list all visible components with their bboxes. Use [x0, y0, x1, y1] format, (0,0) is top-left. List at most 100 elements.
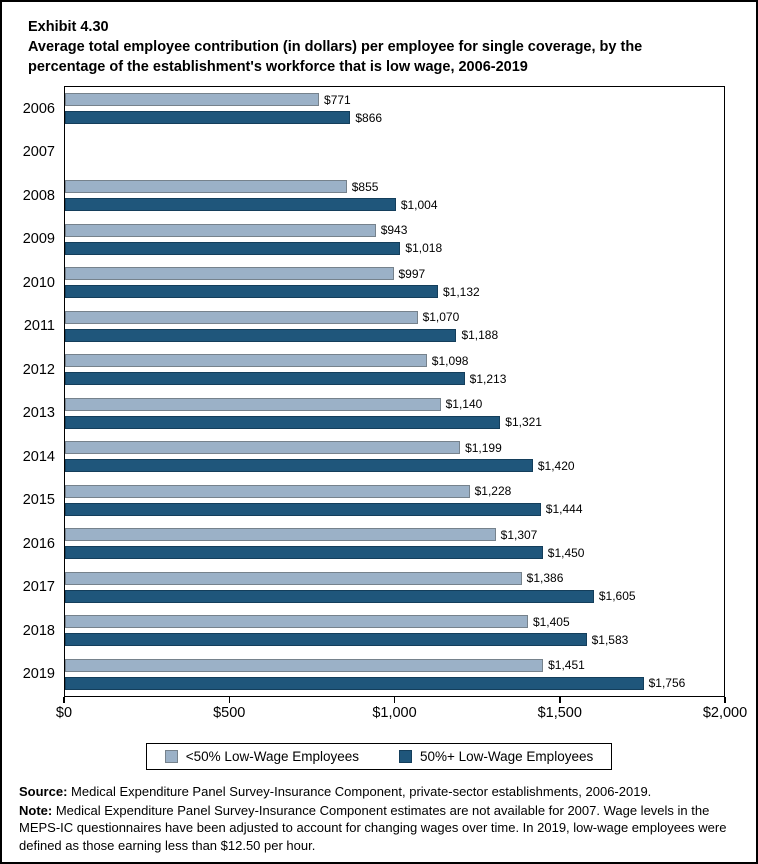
bar-line	[65, 137, 724, 150]
y-axis-label-2016: 2016	[22, 535, 55, 552]
bar-50plus-2014	[65, 459, 533, 473]
bar-50plus-2009	[65, 241, 401, 255]
bar-under50-2008	[65, 180, 347, 194]
bar-line: $1,451	[65, 658, 724, 672]
bar-50plus-2008	[65, 198, 396, 212]
x-axis-tick-label: $1,000	[372, 705, 417, 721]
bar-line: $1,098	[65, 353, 724, 368]
bar-value-label: $1,098	[431, 353, 469, 368]
bar-line: $1,605	[65, 589, 724, 604]
bar-line: $1,420	[65, 458, 724, 473]
bar-value-label: $866	[355, 110, 383, 125]
y-axis-label-2010: 2010	[22, 274, 55, 291]
bar-under50-2010	[65, 267, 394, 281]
bar-under50-2015	[65, 484, 470, 498]
legend-label-under50: <50% Low-Wage Employees	[185, 749, 359, 764]
bar-value-label: $1,070	[422, 310, 460, 325]
bar-line: $1,140	[65, 397, 724, 412]
bar-value-label: $1,405	[532, 614, 570, 629]
bar-50plus-2017	[65, 589, 594, 603]
bar-value-label: $1,188	[461, 328, 499, 343]
bar-under50-2012	[65, 354, 427, 368]
year-row-2017: 2017 $1,386 $1,605	[23, 566, 724, 610]
year-row-2013: 2013 $1,140 $1,321	[23, 392, 724, 436]
bar-line: $771	[65, 92, 724, 107]
year-row-2006: 2006 $771 $866	[23, 87, 724, 131]
legend-swatch-under50-icon	[164, 750, 178, 763]
bar-value-label: $1,321	[505, 415, 542, 430]
bar-line: $1,188	[65, 328, 724, 343]
bar-value-label: $1,018	[405, 241, 443, 256]
bar-50plus-2011	[65, 328, 457, 342]
footer-notes: Source: Medical Expenditure Panel Survey…	[19, 783, 740, 854]
y-axis-label-2017: 2017	[22, 579, 55, 596]
bar-value-label: $1,420	[537, 458, 575, 473]
bar-line: $1,444	[65, 502, 724, 516]
bar-line: $1,228	[65, 484, 724, 499]
bar-50plus-2006	[65, 111, 351, 125]
year-row-2018: 2018 $1,405 $1,583	[23, 609, 724, 653]
bar-value-label: $1,450	[547, 545, 585, 560]
bar-value-label: $855	[351, 179, 379, 194]
bar-value-label: $1,386	[526, 571, 564, 586]
bar-50plus-2015	[65, 502, 541, 516]
bar-50plus-2019	[65, 676, 644, 690]
bar-line: $866	[65, 110, 724, 125]
y-axis-label-2008: 2008	[22, 187, 55, 204]
y-axis-label-2007: 2007	[22, 144, 55, 161]
legend-item-50plus: 50%+ Low-Wage Employees	[399, 749, 593, 764]
bar-value-label: $1,004	[400, 197, 438, 212]
chart-title-line-1: Average total employee contribution (in …	[28, 39, 643, 55]
note-label: Note:	[19, 802, 53, 818]
bar-under50-2016	[65, 528, 496, 542]
year-row-2015: 2015 $1,228 $1,444	[23, 479, 724, 523]
x-axis-tick	[228, 697, 230, 703]
legend-label-50plus: 50%+ Low-Wage Employees	[420, 749, 594, 764]
bar-value-label: $771	[324, 92, 351, 107]
bar-under50-2014	[65, 441, 461, 455]
x-axis-tick-label: $2,000	[702, 705, 748, 721]
bar-line: $855	[65, 179, 724, 194]
bar-under50-2018	[65, 615, 528, 629]
year-row-2010: 2010 $997 $1,132	[23, 261, 724, 305]
bar-line: $1,321	[65, 415, 724, 430]
plot-area: 2006 $771 $866 2007 2008 $855 $1,004 2009 $943 $1…	[23, 86, 725, 697]
bar-value-label: $1,307	[500, 527, 538, 542]
bar-line: $1,199	[65, 440, 724, 455]
x-axis: $0 $500 $1,000 $1,500 $2,000	[56, 697, 747, 727]
bar-under50-2019	[65, 658, 544, 672]
y-axis-label-2013: 2013	[22, 405, 55, 422]
bar-line: $997	[65, 266, 724, 281]
y-axis-label-2018: 2018	[22, 622, 55, 639]
legend-swatch-50plus-icon	[399, 750, 412, 763]
bar-value-label: $1,140	[445, 397, 483, 412]
bar-value-label: $1,213	[469, 371, 507, 386]
chart-title-line-2: percentage of the establishment's workfo…	[28, 59, 528, 75]
bar-line: $943	[65, 223, 724, 237]
y-axis-label-2012: 2012	[22, 361, 55, 378]
y-axis-label-2011: 2011	[23, 318, 55, 335]
bar-line	[65, 155, 724, 168]
bar-value-label: $1,605	[598, 589, 636, 604]
bar-under50-2006	[65, 93, 320, 107]
note-line: Note: Medical Expenditure Panel Survey-I…	[19, 802, 740, 855]
y-axis-label-2015: 2015	[22, 492, 55, 509]
bar-50plus-2013	[65, 415, 501, 429]
bar-value-label: $1,583	[591, 632, 629, 647]
bar-50plus-2016	[65, 546, 543, 560]
bar-under50-2011	[65, 310, 418, 324]
year-row-2008: 2008 $855 $1,004	[23, 174, 724, 218]
year-row-2014: 2014 $1,199 $1,420	[23, 435, 724, 479]
legend-item-under50: <50% Low-Wage Employees	[164, 749, 359, 764]
bar-line: $1,450	[65, 545, 724, 560]
bar-value-label: $997	[398, 266, 426, 281]
bar-value-label: $1,199	[465, 440, 502, 455]
bar-value-label: $1,228	[474, 484, 512, 499]
bar-line: $1,756	[65, 676, 724, 690]
year-row-2016: 2016 $1,307 $1,450	[23, 522, 724, 566]
bar-line: $1,132	[65, 285, 724, 299]
year-row-2011: 2011 $1,070 $1,188	[24, 305, 724, 349]
bar-line: $1,070	[65, 310, 724, 325]
x-axis-tick	[63, 697, 65, 703]
